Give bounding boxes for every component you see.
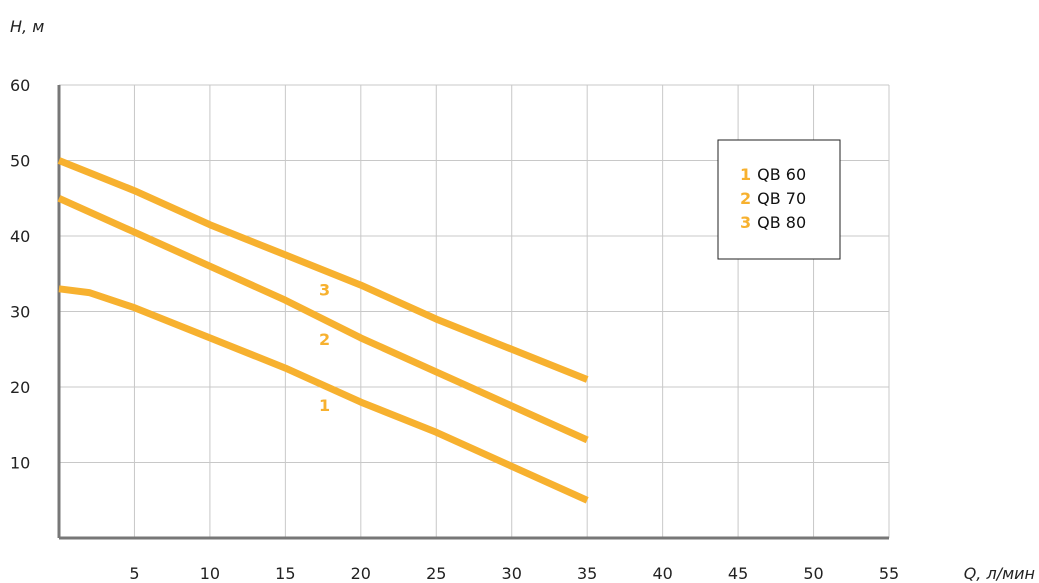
y-tick-labels: 10 20 30 40 50 60: [10, 76, 30, 473]
x-tick-label: 10: [200, 564, 220, 583]
x-tick-labels: 5 10 15 20 25 30 35 40 45 50 55: [129, 564, 899, 583]
series-line-3: [57, 157, 589, 383]
legend-entry-name: QB 60: [757, 165, 806, 184]
legend-entry-number: 2: [740, 189, 751, 208]
x-tick-label: 35: [577, 564, 597, 583]
x-tick-label: 15: [275, 564, 295, 583]
legend-entry: 3 QB 80: [740, 213, 806, 232]
y-axis-title: H, м: [10, 17, 44, 36]
legend-entry: 2 QB 70: [740, 189, 806, 208]
y-tick-label: 50: [10, 152, 30, 171]
legend-box: [717, 139, 841, 260]
x-tick-label: 30: [502, 564, 522, 583]
x-tick-label: 5: [129, 564, 139, 583]
y-tick-label: 40: [10, 227, 30, 246]
y-tick-label: 20: [10, 378, 30, 397]
x-tick-label: 45: [728, 564, 748, 583]
y-tick-label: 60: [10, 76, 30, 95]
x-tick-label: 50: [803, 564, 823, 583]
series-number-labels: 1 2 3: [319, 281, 330, 415]
series-label-3: 3: [319, 281, 330, 300]
y-tick-label: 30: [10, 303, 30, 322]
series-curves: [57, 157, 589, 504]
legend: 1 QB 60 2 QB 70 3 QB 80: [717, 139, 841, 260]
x-tick-label: 55: [879, 564, 899, 583]
x-axis-title: Q, л/мин: [964, 564, 1035, 583]
legend-entry-name: QB 80: [757, 213, 806, 232]
series-line-2: [57, 195, 589, 444]
legend-entry-name: QB 70: [757, 189, 806, 208]
legend-entry-number: 1: [740, 165, 751, 184]
series-label-2: 2: [319, 330, 330, 349]
series-line-1: [58, 285, 589, 504]
legend-entry-number: 3: [740, 213, 751, 232]
legend-entry: 1 QB 60: [740, 165, 806, 184]
x-tick-label: 20: [351, 564, 371, 583]
x-tick-label: 25: [426, 564, 446, 583]
y-tick-label: 10: [10, 454, 30, 473]
x-tick-label: 40: [652, 564, 672, 583]
series-label-1: 1: [319, 396, 330, 415]
